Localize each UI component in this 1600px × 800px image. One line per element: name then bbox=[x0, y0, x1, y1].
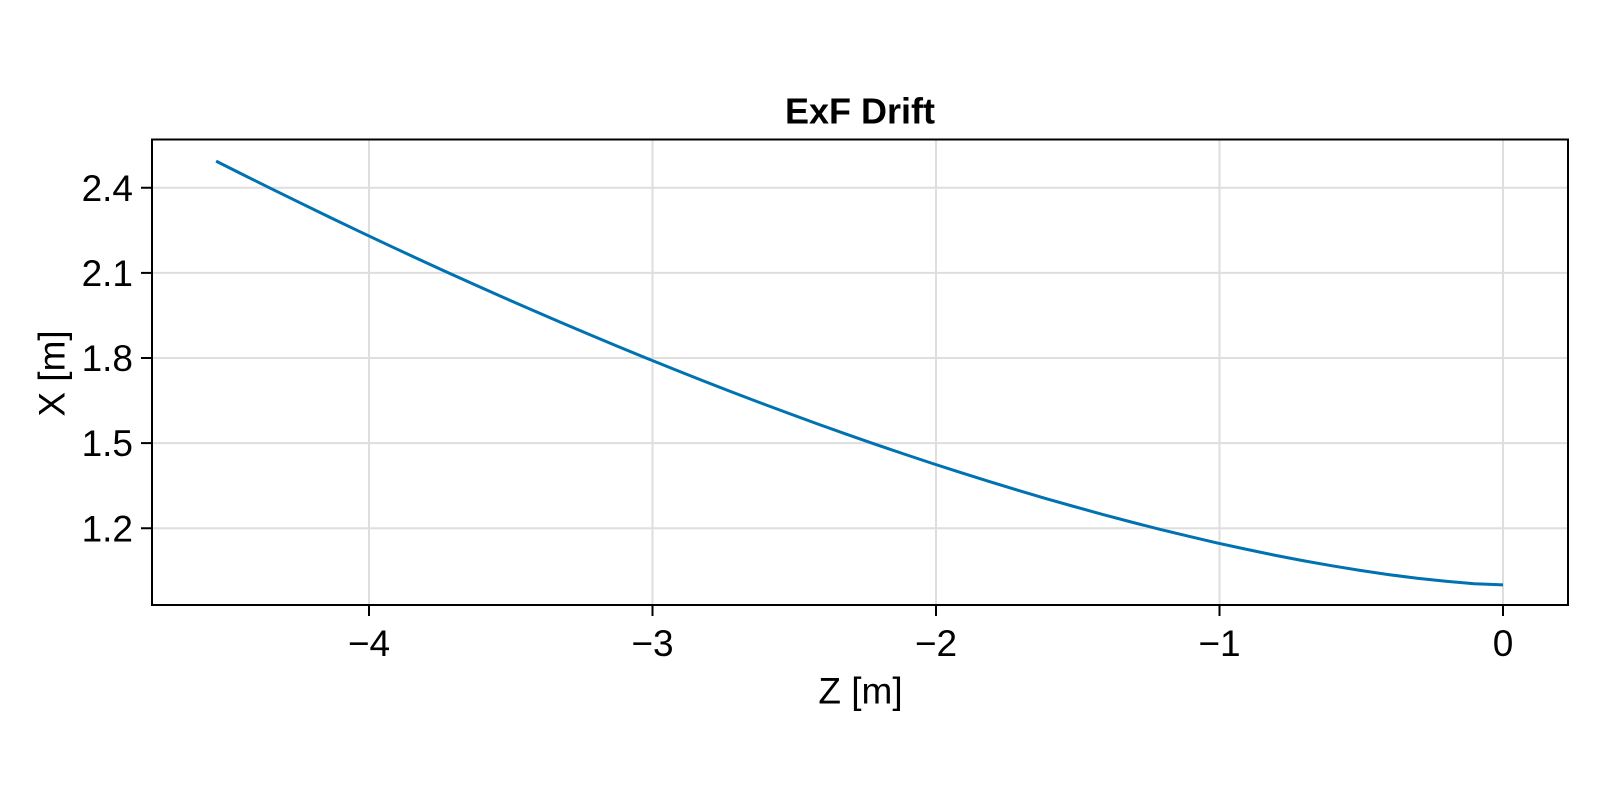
svg-text:−4: −4 bbox=[348, 623, 390, 664]
svg-text:X [m]: X [m] bbox=[32, 330, 73, 416]
svg-text:ExF Drift: ExF Drift bbox=[785, 91, 935, 132]
svg-text:−1: −1 bbox=[1198, 623, 1240, 664]
svg-text:2.1: 2.1 bbox=[82, 253, 133, 294]
svg-text:−2: −2 bbox=[915, 623, 957, 664]
svg-text:2.4: 2.4 bbox=[82, 168, 133, 209]
svg-text:1.8: 1.8 bbox=[82, 338, 133, 379]
svg-text:−3: −3 bbox=[631, 623, 673, 664]
svg-text:1.5: 1.5 bbox=[82, 423, 133, 464]
svg-text:0: 0 bbox=[1493, 623, 1514, 664]
svg-text:Z [m]: Z [m] bbox=[818, 671, 902, 712]
svg-text:1.2: 1.2 bbox=[82, 508, 133, 549]
